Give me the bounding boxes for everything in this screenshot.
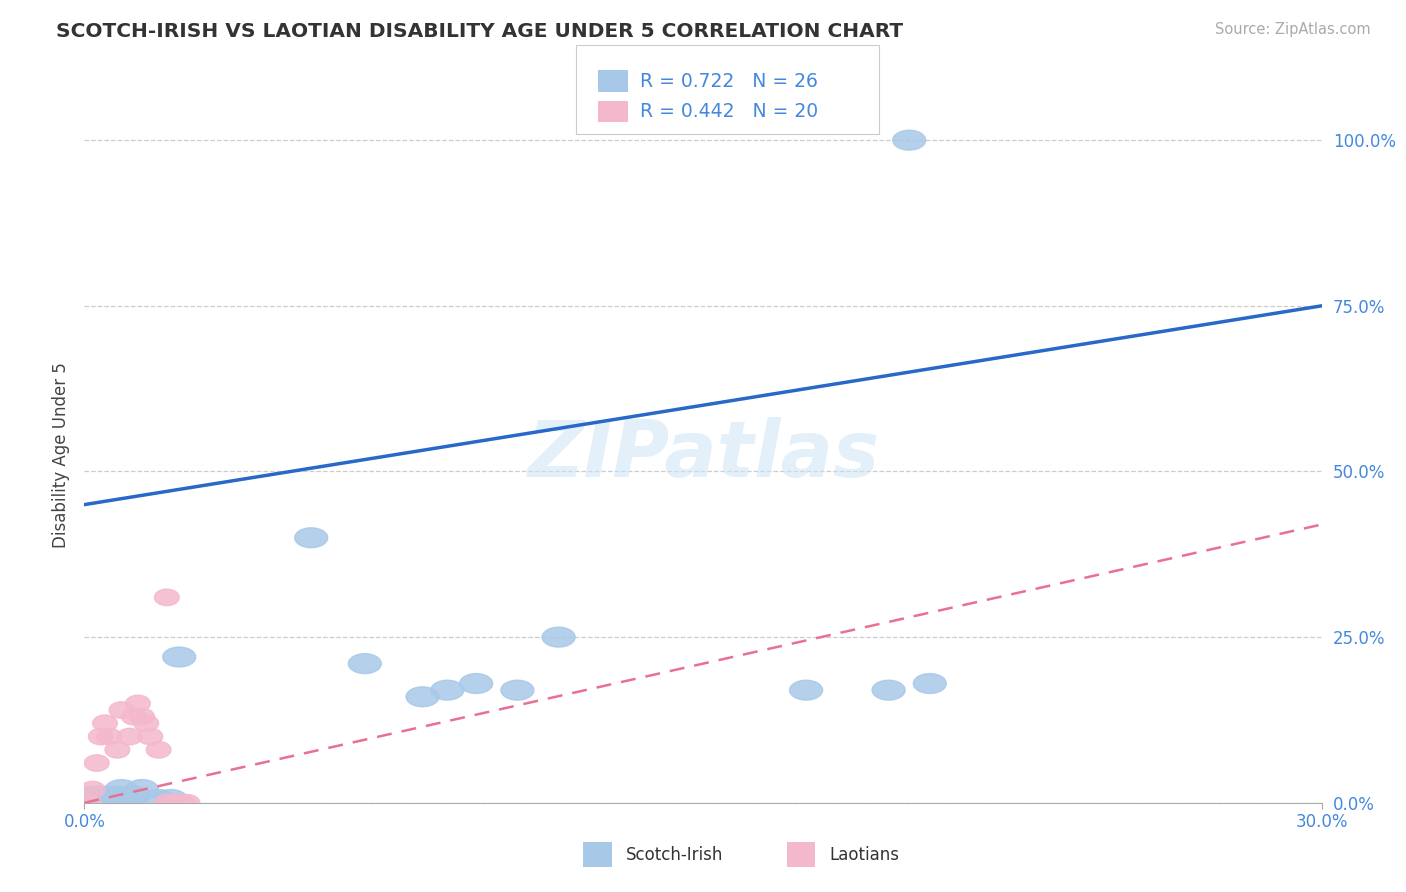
Ellipse shape <box>125 695 150 712</box>
Ellipse shape <box>76 795 101 811</box>
Ellipse shape <box>93 715 117 731</box>
Ellipse shape <box>155 589 179 606</box>
Ellipse shape <box>117 786 150 806</box>
Ellipse shape <box>134 715 159 731</box>
Ellipse shape <box>110 702 134 718</box>
Ellipse shape <box>72 786 105 806</box>
Ellipse shape <box>117 728 142 745</box>
Ellipse shape <box>501 681 534 700</box>
Text: Scotch-Irish: Scotch-Irish <box>626 846 723 863</box>
Ellipse shape <box>105 741 129 758</box>
Ellipse shape <box>80 781 105 797</box>
Ellipse shape <box>543 627 575 647</box>
Ellipse shape <box>146 741 172 758</box>
Ellipse shape <box>125 780 159 799</box>
Ellipse shape <box>105 780 138 799</box>
Ellipse shape <box>101 786 134 806</box>
Ellipse shape <box>97 728 121 745</box>
Ellipse shape <box>89 728 114 745</box>
Ellipse shape <box>790 681 823 700</box>
Ellipse shape <box>430 681 464 700</box>
Ellipse shape <box>142 789 176 809</box>
Ellipse shape <box>460 673 492 693</box>
Ellipse shape <box>129 708 155 725</box>
Ellipse shape <box>89 786 121 806</box>
Y-axis label: Disability Age Under 5: Disability Age Under 5 <box>52 362 70 548</box>
Ellipse shape <box>93 789 125 809</box>
Ellipse shape <box>295 528 328 548</box>
Ellipse shape <box>84 789 117 809</box>
Ellipse shape <box>163 647 195 667</box>
Ellipse shape <box>84 755 110 772</box>
Ellipse shape <box>121 708 146 725</box>
Ellipse shape <box>80 786 114 806</box>
Ellipse shape <box>110 789 142 809</box>
Text: Laotians: Laotians <box>830 846 900 863</box>
Ellipse shape <box>872 681 905 700</box>
Ellipse shape <box>914 673 946 693</box>
Ellipse shape <box>172 795 195 811</box>
Ellipse shape <box>163 795 187 811</box>
Ellipse shape <box>97 789 129 809</box>
Text: ZIPatlas: ZIPatlas <box>527 417 879 493</box>
Ellipse shape <box>138 728 163 745</box>
Ellipse shape <box>176 795 200 811</box>
Text: R = 0.442   N = 20: R = 0.442 N = 20 <box>640 103 818 121</box>
Ellipse shape <box>349 654 381 673</box>
Ellipse shape <box>406 687 439 706</box>
Text: R = 0.722   N = 26: R = 0.722 N = 26 <box>640 71 818 91</box>
Ellipse shape <box>155 795 179 811</box>
Text: SCOTCH-IRISH VS LAOTIAN DISABILITY AGE UNDER 5 CORRELATION CHART: SCOTCH-IRISH VS LAOTIAN DISABILITY AGE U… <box>56 22 904 41</box>
Ellipse shape <box>893 130 925 150</box>
Ellipse shape <box>155 789 187 809</box>
Ellipse shape <box>76 789 110 809</box>
Text: Source: ZipAtlas.com: Source: ZipAtlas.com <box>1215 22 1371 37</box>
